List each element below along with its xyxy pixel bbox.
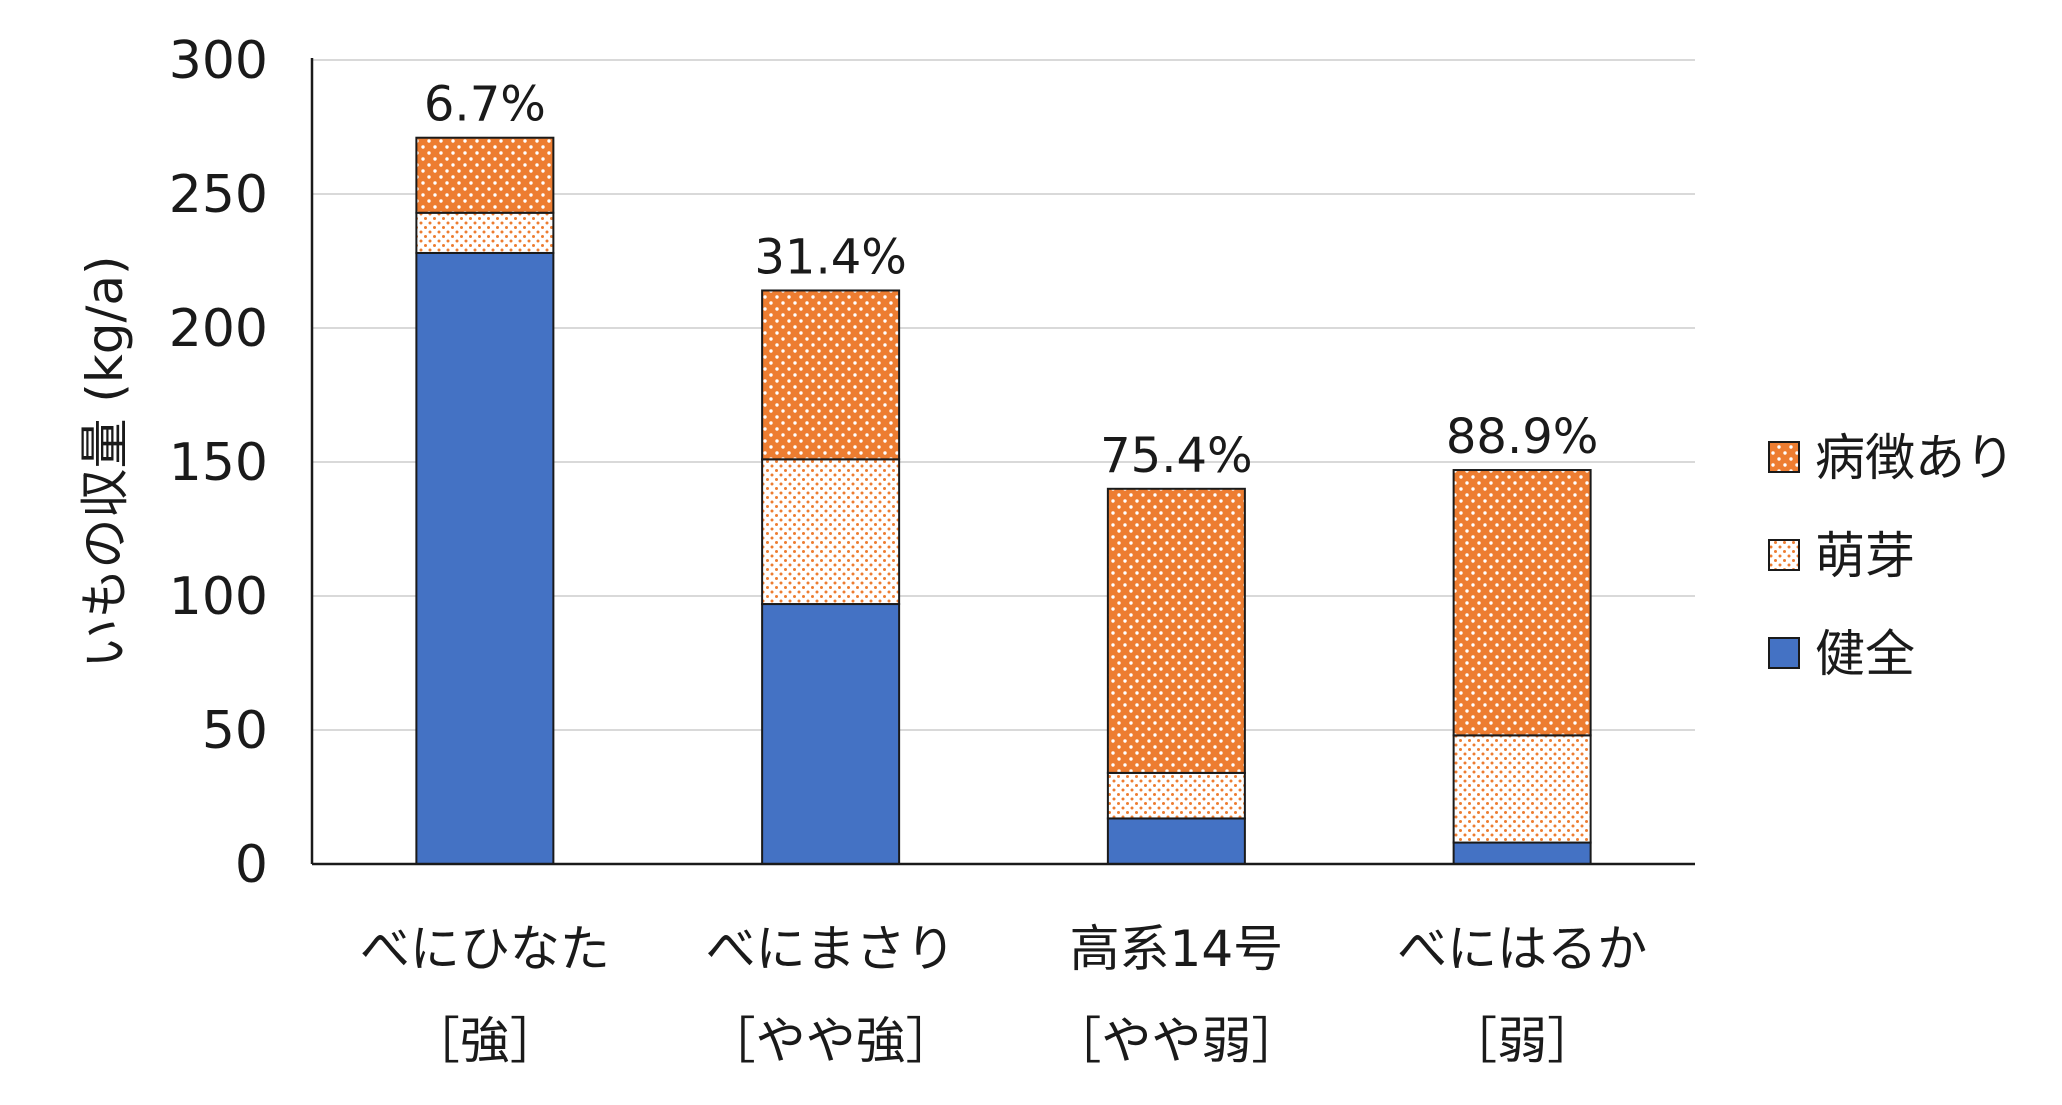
y-tick-label: 150	[169, 433, 268, 493]
bar-segment-萌芽	[1106, 771, 1246, 820]
bar-segment-健全	[1452, 841, 1592, 865]
bar-segment-病徴あり	[415, 136, 555, 214]
y-tick-label: 250	[169, 165, 268, 225]
y-tick-label: 0	[235, 835, 268, 895]
x-category-tag: ［やや弱］	[1051, 1012, 1301, 1070]
legend-swatch-萌芽	[1768, 539, 1800, 571]
bar-segment-萌芽	[1452, 734, 1592, 844]
x-category-tag: ［弱］	[1447, 1012, 1597, 1070]
bar-segment-萌芽	[761, 458, 901, 606]
data-label: 31.4%	[754, 229, 906, 285]
data-label: 88.9%	[1446, 409, 1598, 465]
y-tick-label: 50	[202, 701, 268, 761]
x-category-tag: ［やや強］	[706, 1012, 956, 1070]
y-tick-label: 100	[169, 567, 268, 627]
bar-segment-萌芽	[415, 211, 555, 254]
bar-segment-病徴あり	[761, 289, 901, 461]
bar-segment-健全	[1106, 817, 1246, 866]
legend-label: 萌芽	[1815, 527, 1915, 585]
legend-swatch-病徴あり	[1768, 441, 1800, 473]
data-label: 6.7%	[424, 77, 546, 133]
bar-segment-病徴あり	[1106, 487, 1246, 774]
bar-segment-病徴あり	[1452, 469, 1592, 737]
y-axis-label: いもの収量 (kg/a)	[76, 255, 134, 668]
x-category-label: 高系14号	[1070, 920, 1284, 978]
x-category-label: べにはるか	[1397, 920, 1647, 978]
bar-segment-健全	[761, 603, 901, 865]
legend-label: 健全	[1815, 625, 1915, 683]
legend-swatch-健全	[1768, 637, 1800, 669]
legend-label: 病徴あり	[1815, 429, 2015, 487]
y-tick-label: 200	[169, 299, 268, 359]
x-category-tag: ［強］	[410, 1012, 560, 1070]
y-tick-label: 300	[169, 31, 268, 91]
x-category-label: べにひなた	[360, 920, 610, 978]
data-label: 75.4%	[1100, 428, 1252, 484]
bar-segment-健全	[415, 251, 555, 865]
x-category-label: べにまさり	[706, 920, 956, 978]
